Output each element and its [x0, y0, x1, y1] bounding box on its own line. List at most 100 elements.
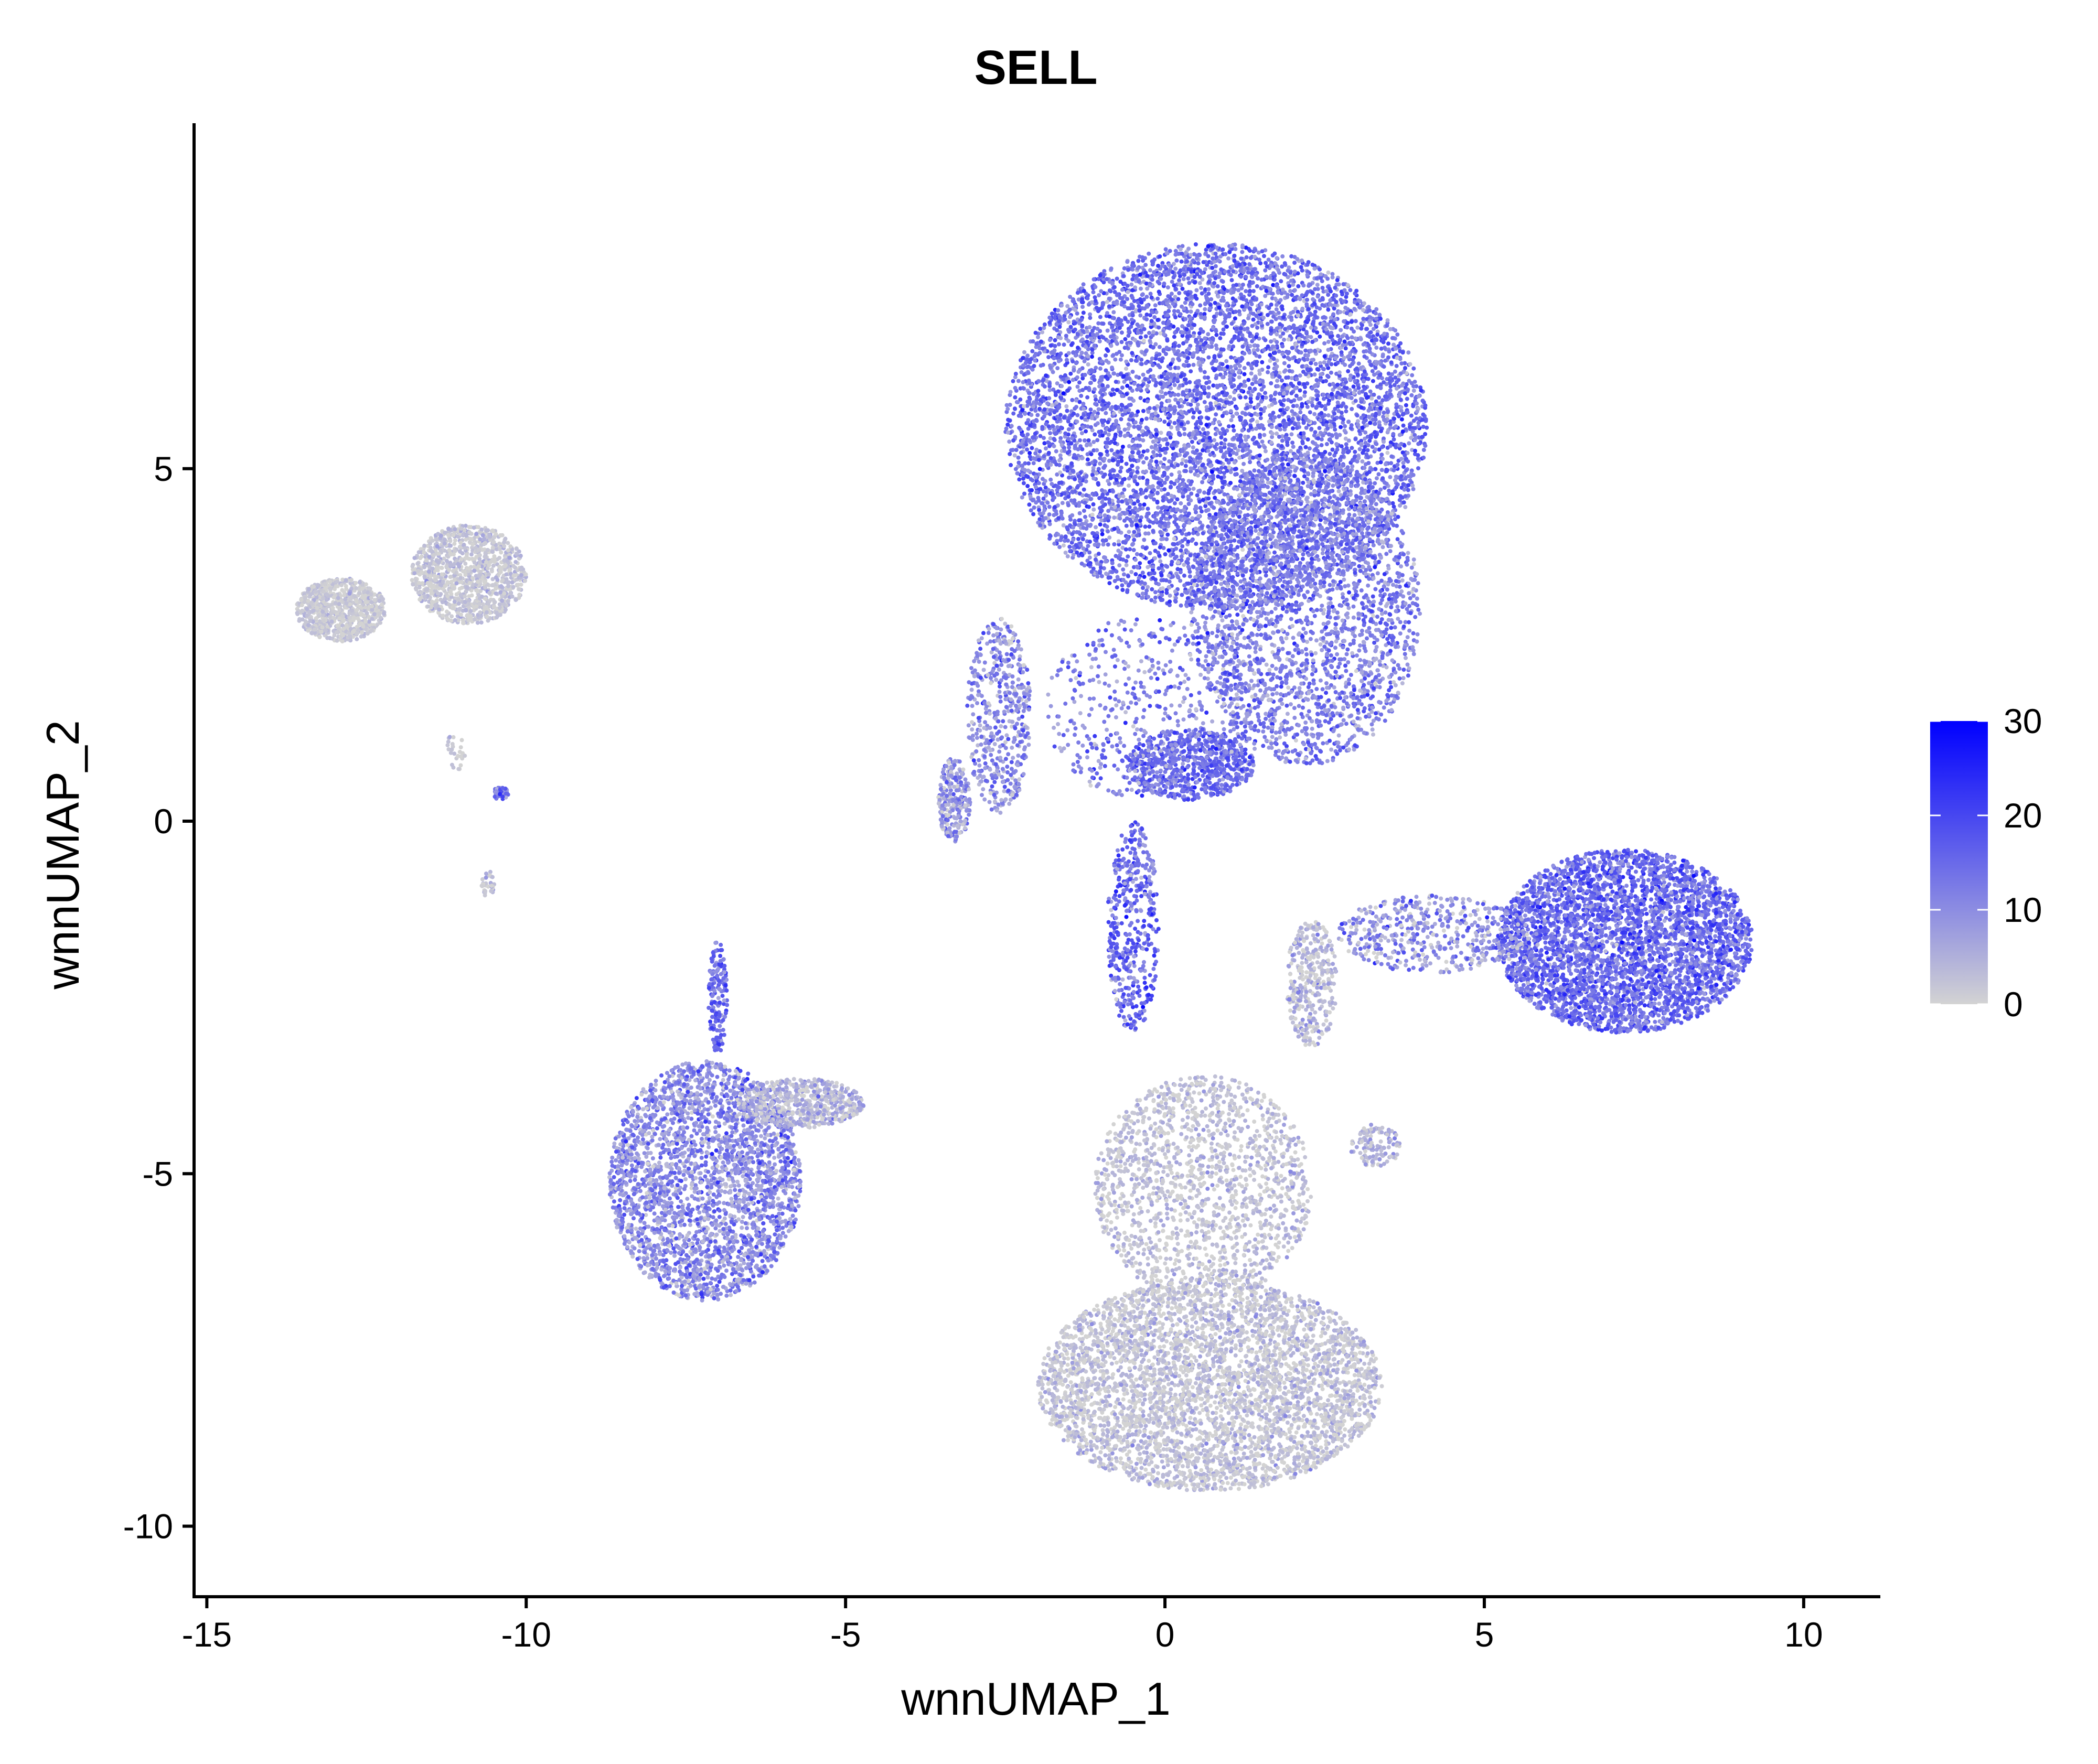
cell-point	[1282, 398, 1286, 402]
cell-point	[1058, 470, 1062, 475]
cell-point	[1183, 300, 1187, 305]
cell-point	[1202, 476, 1206, 480]
cell-point	[1401, 465, 1406, 469]
cell-point	[1384, 462, 1388, 466]
cell-point	[1005, 403, 1009, 407]
cell-point	[1196, 261, 1201, 265]
cell-point	[1047, 505, 1052, 509]
cell-point	[1159, 390, 1163, 394]
cell-point	[1130, 351, 1134, 355]
cell-point	[1281, 331, 1285, 336]
cell-point	[1169, 386, 1173, 391]
cell-point	[1195, 384, 1200, 389]
cell-point	[1340, 455, 1344, 459]
cell-point	[1104, 353, 1108, 358]
cell-point	[1151, 330, 1155, 334]
cell-point	[1187, 569, 1192, 574]
cell-point	[1206, 332, 1210, 336]
cell-point	[1368, 421, 1372, 425]
cell-point	[1216, 467, 1220, 471]
cell-point	[1127, 476, 1131, 480]
cell-point	[1369, 363, 1374, 367]
cell-point	[1132, 458, 1136, 462]
cell-point	[1013, 395, 1017, 400]
cell-point	[1233, 316, 1237, 320]
cell-point	[1068, 372, 1073, 376]
cell-point	[1141, 409, 1146, 413]
cell-point	[1326, 340, 1331, 344]
cell-point	[1213, 301, 1217, 305]
cell-point	[1231, 424, 1235, 428]
cell-point	[1186, 421, 1190, 425]
cell-point	[1346, 465, 1350, 469]
cell-point	[1161, 321, 1165, 325]
cell-point	[1287, 364, 1291, 368]
cell-point	[1225, 325, 1229, 329]
cell-point	[1304, 445, 1308, 449]
cell-point	[1182, 574, 1186, 578]
cell-point	[1403, 366, 1407, 370]
cell-point	[1070, 398, 1074, 402]
cell-point	[1367, 415, 1371, 419]
cell-point	[1244, 289, 1248, 293]
cell-point	[1385, 451, 1389, 455]
cell-point	[1366, 448, 1370, 453]
cell-point	[1210, 470, 1214, 474]
cell-point	[1378, 488, 1383, 492]
cell-point	[1403, 391, 1407, 395]
cell-point	[1142, 502, 1147, 507]
cell-point	[1107, 500, 1111, 504]
cell-point	[1121, 445, 1125, 449]
cell-point	[1242, 472, 1246, 476]
cell-point	[1104, 359, 1108, 363]
cell-point	[1402, 500, 1406, 504]
cell-point	[1233, 259, 1237, 263]
cell-point	[1164, 591, 1169, 595]
cell-point	[1125, 260, 1129, 264]
cell-point	[1143, 524, 1148, 529]
cell-point	[1167, 574, 1171, 578]
cell-point	[1292, 261, 1297, 265]
cell-point	[1209, 297, 1213, 302]
cell-point	[1114, 433, 1118, 437]
cell-point	[1100, 433, 1105, 437]
cell-point	[1286, 406, 1290, 410]
cell-point	[1048, 412, 1052, 416]
cell-point	[1305, 367, 1310, 371]
cell-point	[1165, 338, 1170, 342]
cell-point	[1068, 486, 1072, 490]
cell-point	[1195, 347, 1200, 351]
cell-point	[1078, 511, 1082, 515]
cell-point	[1106, 384, 1110, 389]
cell-point	[1319, 276, 1323, 280]
cell-point	[1377, 395, 1381, 400]
cell-point	[1313, 430, 1318, 434]
cell-point	[1198, 505, 1203, 510]
cell-point	[1269, 303, 1273, 307]
cell-point	[1182, 443, 1186, 447]
cell-point	[1300, 364, 1304, 369]
cell-point	[1400, 417, 1404, 422]
cell-point	[1236, 335, 1240, 339]
cell-point	[1263, 391, 1267, 395]
cell-point	[1306, 353, 1310, 358]
cell-point	[1120, 330, 1124, 335]
cell-point	[1278, 408, 1282, 412]
cell-point	[1416, 466, 1420, 470]
cell-point	[1178, 282, 1182, 286]
cell-point	[1153, 342, 1158, 346]
cell-point	[1095, 414, 1099, 418]
cell-point	[1184, 459, 1189, 464]
cell-point	[1036, 389, 1040, 393]
cell-point	[1106, 437, 1110, 441]
cell-point	[1269, 381, 1273, 385]
cell-point	[1117, 539, 1121, 543]
cell-point	[1354, 289, 1358, 293]
cell-point	[1011, 412, 1015, 416]
cell-point	[1034, 485, 1038, 489]
cell-point	[1198, 281, 1202, 285]
cell-point	[1207, 385, 1211, 390]
cell-point	[1118, 390, 1122, 394]
cell-point	[1204, 381, 1208, 385]
cell-point	[1221, 362, 1225, 367]
